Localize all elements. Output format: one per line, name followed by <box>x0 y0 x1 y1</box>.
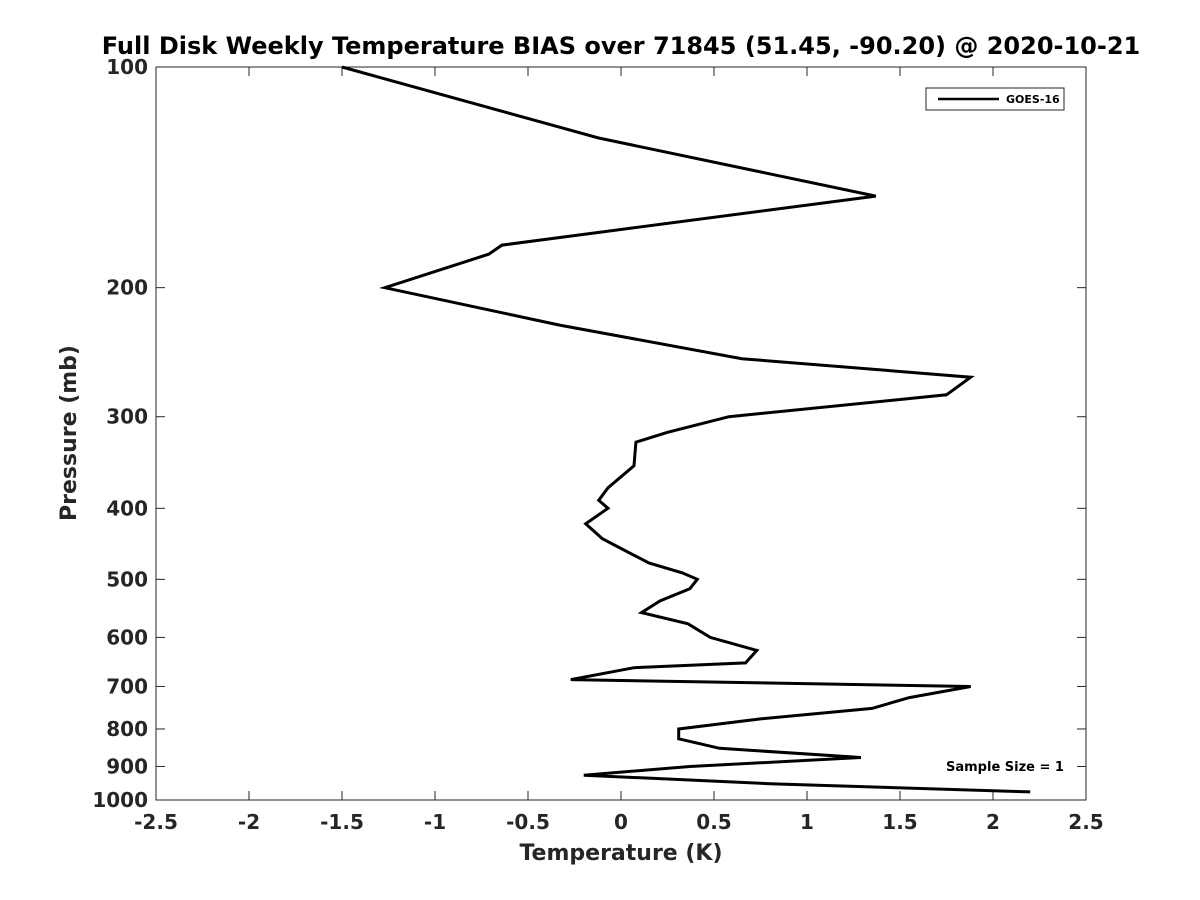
x-tick-label: 0.5 <box>696 810 731 834</box>
legend-label-goes-16: GOES-16 <box>1006 93 1060 106</box>
x-tick-label: 1.5 <box>882 810 917 834</box>
x-tick-label: 1 <box>800 810 814 834</box>
y-tick-label: 900 <box>106 754 148 778</box>
y-tick-label: 300 <box>106 405 148 429</box>
x-tick-label: -2 <box>238 810 260 834</box>
x-tick-label: 0 <box>614 810 628 834</box>
plot-area <box>155 66 1087 801</box>
y-tick-label: 600 <box>106 625 148 649</box>
x-tick-label: -1 <box>424 810 446 834</box>
series-layer <box>341 65 1031 794</box>
legend: GOES-16 <box>925 87 1065 111</box>
x-axis-label: Temperature (K) <box>519 841 722 866</box>
chart-title: Full Disk Weekly Temperature BIAS over 7… <box>102 32 1141 60</box>
y-axis: 100 200 300 400 500 600 700 800 900 1000 <box>92 55 1086 812</box>
x-tick-label: 2.5 <box>1068 810 1103 834</box>
y-tick-label: 800 <box>106 717 148 741</box>
y-tick-label: 700 <box>106 674 148 698</box>
x-tick-label: -1.5 <box>320 810 364 834</box>
sample-size-annotation: Sample Size = 1 <box>946 760 1064 775</box>
y-tick-label: 400 <box>106 496 148 520</box>
x-axis: -2.5 -2 -1.5 -1 -0.5 0 0.5 1 1.5 2 2.5 <box>134 67 1104 834</box>
y-axis-label: Pressure (mb) <box>57 345 82 521</box>
y-tick-label: 200 <box>106 276 148 300</box>
x-tick-label: -2.5 <box>134 810 178 834</box>
y-tick-label: 1000 <box>92 788 148 812</box>
series-line-goes-16 <box>341 65 1031 794</box>
x-tick-label: 2 <box>986 810 1000 834</box>
y-tick-label: 100 <box>106 55 148 79</box>
y-tick-label: 500 <box>106 567 148 591</box>
x-tick-label: -0.5 <box>506 810 550 834</box>
